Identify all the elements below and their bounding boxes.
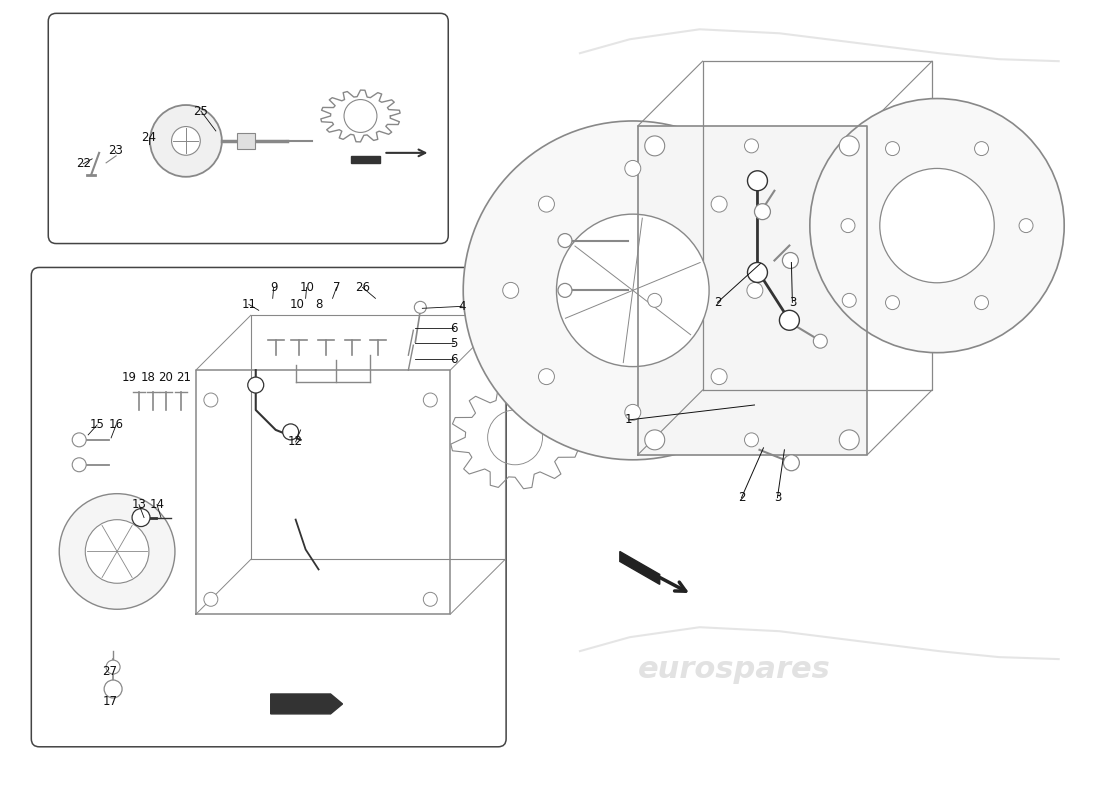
Text: 3: 3: [789, 296, 796, 309]
Text: 8: 8: [315, 298, 322, 311]
Text: 1: 1: [625, 414, 632, 426]
Bar: [236, 133, 255, 149]
Text: 19: 19: [122, 370, 136, 383]
Circle shape: [780, 310, 800, 330]
Text: 24: 24: [142, 131, 156, 145]
Text: 27: 27: [102, 665, 118, 678]
Circle shape: [539, 196, 554, 212]
Circle shape: [625, 404, 641, 420]
Text: 2: 2: [714, 296, 722, 309]
Circle shape: [172, 126, 200, 155]
Polygon shape: [638, 126, 867, 455]
Circle shape: [810, 98, 1064, 353]
FancyBboxPatch shape: [48, 14, 449, 243]
Circle shape: [424, 592, 438, 606]
Circle shape: [132, 509, 150, 526]
Text: 23: 23: [108, 144, 122, 158]
Circle shape: [204, 592, 218, 606]
Text: 3: 3: [773, 491, 781, 504]
Circle shape: [648, 294, 662, 307]
Circle shape: [557, 214, 710, 366]
Text: eurospares: eurospares: [170, 106, 311, 126]
Circle shape: [745, 139, 759, 153]
Circle shape: [880, 169, 994, 282]
Circle shape: [975, 142, 989, 155]
Text: eurospares: eurospares: [162, 428, 320, 452]
Text: 18: 18: [141, 370, 155, 383]
Text: 20: 20: [158, 370, 174, 383]
Circle shape: [204, 393, 218, 407]
Polygon shape: [619, 551, 660, 584]
Text: 4: 4: [459, 300, 466, 313]
Text: eurospares: eurospares: [638, 654, 830, 683]
Circle shape: [463, 121, 802, 460]
Text: 7: 7: [333, 281, 340, 294]
Circle shape: [424, 393, 438, 407]
Text: 6: 6: [451, 322, 458, 334]
Text: 17: 17: [102, 695, 118, 709]
Circle shape: [645, 430, 664, 450]
Text: 11: 11: [241, 298, 256, 311]
Circle shape: [248, 377, 264, 393]
Circle shape: [839, 430, 859, 450]
Text: 9: 9: [270, 281, 277, 294]
Circle shape: [1019, 218, 1033, 233]
Circle shape: [59, 494, 175, 610]
Polygon shape: [351, 156, 381, 163]
Circle shape: [975, 296, 989, 310]
Circle shape: [415, 302, 427, 314]
Circle shape: [104, 680, 122, 698]
Circle shape: [886, 142, 900, 155]
Text: 15: 15: [90, 418, 104, 431]
Text: 26: 26: [355, 281, 370, 294]
Text: 21: 21: [176, 370, 191, 383]
Circle shape: [625, 161, 641, 176]
Text: 25: 25: [194, 105, 208, 118]
Circle shape: [747, 282, 763, 298]
Circle shape: [782, 253, 799, 269]
Circle shape: [558, 234, 572, 247]
Circle shape: [843, 294, 856, 307]
Circle shape: [106, 660, 120, 674]
Text: 22: 22: [76, 158, 90, 170]
Circle shape: [150, 105, 222, 177]
Circle shape: [711, 196, 727, 212]
Circle shape: [539, 369, 554, 385]
Circle shape: [86, 520, 148, 583]
Text: 12: 12: [288, 435, 304, 448]
Text: 16: 16: [109, 418, 123, 431]
Text: eurospares: eurospares: [647, 326, 823, 354]
Circle shape: [813, 334, 827, 348]
Text: 2: 2: [738, 491, 746, 504]
Text: 10: 10: [299, 281, 315, 294]
Circle shape: [748, 262, 768, 282]
Circle shape: [748, 170, 768, 190]
Text: 10: 10: [289, 298, 304, 311]
Text: 13: 13: [132, 498, 146, 511]
Circle shape: [755, 204, 770, 220]
Circle shape: [73, 458, 86, 472]
Circle shape: [558, 283, 572, 298]
Circle shape: [886, 296, 900, 310]
Text: 5: 5: [451, 337, 458, 350]
Circle shape: [783, 455, 800, 470]
Circle shape: [745, 433, 759, 447]
Polygon shape: [271, 694, 342, 714]
Text: 14: 14: [150, 498, 165, 511]
Circle shape: [503, 282, 519, 298]
Circle shape: [842, 218, 855, 233]
Circle shape: [73, 433, 86, 447]
Circle shape: [283, 424, 298, 440]
Circle shape: [645, 136, 664, 156]
Circle shape: [839, 136, 859, 156]
Text: 6: 6: [451, 353, 458, 366]
Circle shape: [711, 369, 727, 385]
FancyBboxPatch shape: [31, 267, 506, 746]
